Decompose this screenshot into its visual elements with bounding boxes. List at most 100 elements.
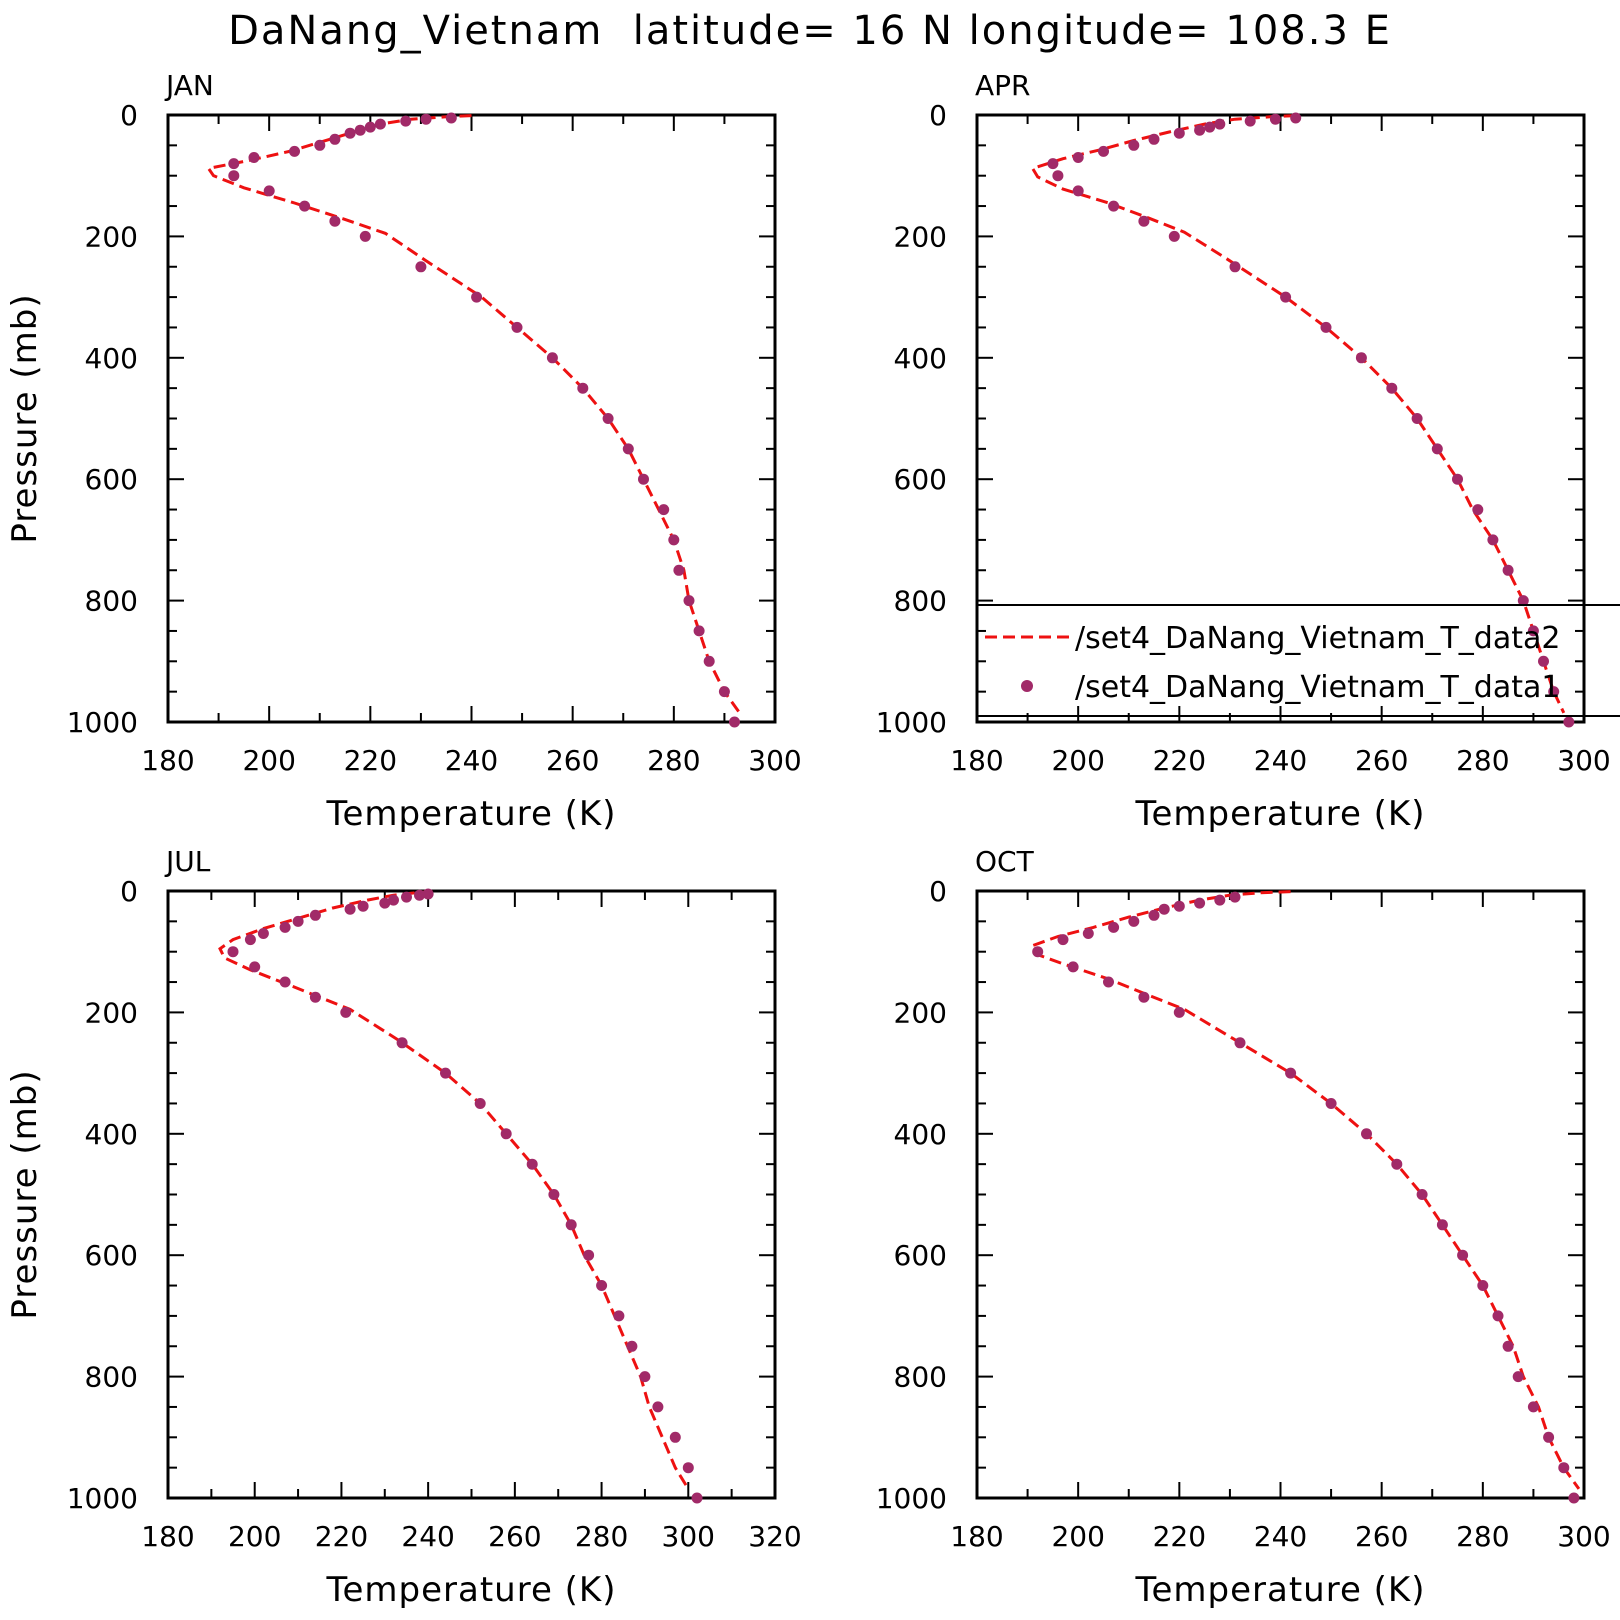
series-marker — [364, 121, 376, 133]
series-marker — [415, 261, 427, 273]
series-marker — [344, 903, 356, 915]
series-marker — [1548, 686, 1560, 698]
series-marker — [400, 115, 412, 127]
series-marker — [289, 145, 300, 157]
series-marker — [691, 1492, 703, 1504]
y-tick-label: 0 — [929, 875, 947, 908]
y-tick-label: 0 — [120, 99, 138, 132]
series-marker — [1512, 1371, 1524, 1383]
series-marker — [1543, 1431, 1555, 1443]
series-marker — [693, 625, 705, 637]
series-marker — [1416, 1189, 1428, 1200]
series-marker — [1431, 443, 1443, 455]
series-marker — [445, 112, 457, 124]
y-tick-label: 200 — [85, 220, 138, 253]
x-tick-label: 200 — [1051, 1520, 1104, 1553]
y-tick-label: 0 — [929, 99, 947, 132]
panel-label: OCT — [975, 845, 1035, 878]
x-tick-label: 200 — [242, 744, 295, 777]
series-marker — [1477, 1280, 1489, 1291]
series-marker — [511, 321, 523, 333]
series-marker — [1472, 504, 1484, 516]
panel-oct: 180 200 220 240 260 280 300 0 200 400 600 800 1000 OC… — [876, 845, 1611, 1610]
series-marker — [1148, 909, 1160, 921]
series-marker — [596, 1280, 608, 1291]
figure-title: DaNang_Vietnam latitude= 16 N longitude=… — [228, 8, 1392, 54]
series-marker — [1229, 891, 1241, 903]
series-marker — [1204, 121, 1216, 133]
series-marker — [1411, 413, 1423, 424]
series-marker — [1108, 921, 1120, 933]
series-marker — [344, 127, 356, 139]
series-marker — [1168, 230, 1180, 242]
series-marker — [1269, 113, 1281, 125]
series-marker — [1517, 595, 1529, 607]
series-marker — [1391, 1158, 1403, 1170]
legend-marker-sample — [1021, 680, 1033, 692]
series-marker — [354, 124, 366, 136]
series-marker — [1173, 900, 1185, 912]
series-marker — [1052, 170, 1064, 182]
series-marker — [1457, 1249, 1469, 1261]
series-marker — [1280, 291, 1292, 303]
x-tick-label: 280 — [1456, 1520, 1509, 1553]
series-marker — [1436, 1219, 1448, 1231]
y-tick-label: 200 — [894, 996, 947, 1029]
x-tick-label: 280 — [575, 1520, 628, 1553]
series-marker — [626, 1340, 638, 1352]
series-marker — [682, 1462, 694, 1474]
series-marker — [1108, 200, 1120, 212]
x-axis-label: Temperature (K) — [1134, 1570, 1425, 1610]
series-marker — [420, 113, 432, 125]
series-marker — [1194, 897, 1206, 909]
series-marker — [1173, 127, 1185, 139]
legend: /set4_DaNang_Vietnam_T_data2/set4_DaNang… — [977, 604, 1620, 717]
series-marker — [1098, 145, 1109, 157]
series-marker — [244, 934, 256, 946]
legend-label: /set4_DaNang_Vietnam_T_data1 — [1075, 670, 1560, 705]
x-tick-label: 240 — [1254, 1520, 1307, 1553]
series-marker — [1320, 321, 1332, 333]
x-tick-label: 260 — [488, 1520, 541, 1553]
x-tick-label: 240 — [445, 744, 498, 777]
x-tick-label: 180 — [950, 744, 1003, 777]
series-marker — [396, 1037, 408, 1049]
series-marker — [658, 504, 670, 516]
x-tick-label: 180 — [950, 1520, 1003, 1553]
series-marker — [718, 686, 730, 698]
series-marker — [1568, 1492, 1580, 1504]
series-marker — [1128, 139, 1140, 151]
series-marker — [388, 894, 399, 906]
x-tick-label: 300 — [1557, 1520, 1610, 1553]
y-tick-label: 200 — [85, 996, 138, 1029]
x-tick-label: 220 — [1153, 1520, 1206, 1553]
series-marker — [1138, 991, 1150, 1003]
series-marker — [1032, 946, 1044, 958]
y-tick-label: 400 — [85, 342, 138, 375]
series-marker — [329, 215, 341, 227]
y-axis-label: Pressure (mb) — [5, 293, 45, 543]
series-marker — [359, 230, 371, 242]
series-marker — [1072, 152, 1084, 163]
series-line — [1030, 114, 1566, 714]
series-marker — [1527, 625, 1539, 637]
y-tick-label: 800 — [894, 585, 947, 618]
panel-jul: 180 200 220 240 260 280 300 320 0 200 400 600 800 100… — [5, 845, 802, 1610]
series-marker — [565, 1219, 577, 1231]
series-marker — [374, 118, 386, 130]
series-marker — [228, 170, 240, 182]
x-tick-label: 260 — [546, 744, 599, 777]
series-marker — [1148, 133, 1160, 145]
series-marker — [613, 1310, 625, 1322]
x-tick-label: 300 — [662, 1520, 715, 1553]
panel-label: JUL — [164, 845, 211, 878]
series-marker — [652, 1401, 664, 1413]
series-marker — [292, 915, 304, 927]
series-marker — [1047, 158, 1059, 170]
y-tick-label: 400 — [894, 1118, 947, 1151]
series-marker — [1558, 1462, 1570, 1474]
legend-label: /set4_DaNang_Vietnam_T_data2 — [1075, 621, 1560, 656]
x-tick-label: 320 — [748, 1520, 801, 1553]
series-marker — [1214, 118, 1226, 130]
series-marker — [602, 413, 614, 424]
